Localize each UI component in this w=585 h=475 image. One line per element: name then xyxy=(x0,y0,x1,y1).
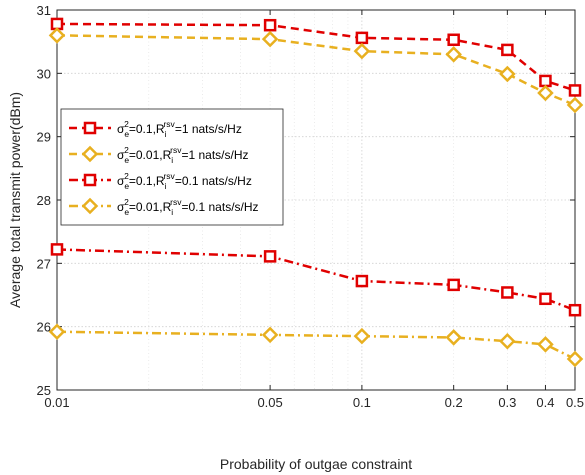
data-point-diamond xyxy=(537,84,554,102)
y-tick-label: 26 xyxy=(37,320,51,335)
data-point-diamond xyxy=(48,27,66,44)
x-tick-label: 0.4 xyxy=(536,395,554,410)
legend-label-part: e xyxy=(124,181,129,191)
x-tick-label: 0.1 xyxy=(353,395,371,410)
data-point-diamond xyxy=(566,96,584,114)
legend-entry: σe2=0.01,Rirsv=0.1 nats/s/Hz xyxy=(69,197,259,217)
legend-label-part: 2 xyxy=(124,197,129,207)
data-point-square xyxy=(447,278,460,292)
legend-label: σe2=0.01,Rirsv=1 nats/s/Hz xyxy=(117,145,249,165)
series-layer xyxy=(48,17,584,368)
y-tick-label: 25 xyxy=(37,383,51,398)
data-point-diamond xyxy=(261,326,279,344)
legend-entry: σe2=0.1,Rirsv=0.1 nats/s/Hz xyxy=(69,171,252,191)
legend-label: σe2=0.1,Rirsv=1 nats/s/Hz xyxy=(117,119,242,139)
x-tick-label: 0.05 xyxy=(257,395,282,410)
series-1 xyxy=(50,17,582,97)
data-point-diamond xyxy=(81,145,99,163)
legend-label-part: =1 nats/s/Hz xyxy=(175,122,242,136)
data-point-square xyxy=(355,274,369,288)
legend: σe2=0.1,Rirsv=1 nats/s/Hzσe2=0.01,Rirsv=… xyxy=(60,108,284,226)
data-point-square xyxy=(501,43,514,57)
data-point-diamond xyxy=(48,323,66,341)
y-tick-label: 28 xyxy=(37,193,51,208)
y-tick-label: 27 xyxy=(37,256,51,271)
data-point-square xyxy=(83,173,97,187)
legend-label-part: rsv xyxy=(170,145,182,155)
data-point-diamond xyxy=(445,46,462,63)
data-point-square xyxy=(447,33,460,47)
data-point-square xyxy=(568,84,582,97)
legend-label-part: 2 xyxy=(124,171,129,181)
y-tick-label: 29 xyxy=(37,130,51,145)
data-point-diamond xyxy=(353,327,371,345)
legend-label: σe2=0.1,Rirsv=0.1 nats/s/Hz xyxy=(117,171,252,191)
legend-label-part: rsv xyxy=(170,197,182,207)
data-point-square xyxy=(568,303,582,317)
legend-label-part: =0.01,R xyxy=(129,148,172,162)
legend-entry: σe2=0.1,Rirsv=1 nats/s/Hz xyxy=(69,119,242,139)
legend-label-part: =0.01,R xyxy=(129,200,172,214)
data-point-square xyxy=(501,286,514,299)
legend-label-part: =0.1 nats/s/Hz xyxy=(181,200,258,214)
data-point-square xyxy=(355,31,369,45)
legend-label-part: i xyxy=(165,181,167,191)
legend-label-part: i xyxy=(171,207,173,217)
x-tick-label: 0.5 xyxy=(566,395,584,410)
data-point-square xyxy=(263,18,277,32)
legend-label-part: e xyxy=(124,129,129,139)
legend-label-part: 2 xyxy=(124,145,129,155)
data-point-square xyxy=(263,250,277,263)
series-3 xyxy=(50,243,582,317)
legend-label-part: σ xyxy=(117,148,125,162)
legend-label-part: rsv xyxy=(163,119,175,129)
data-point-square xyxy=(50,243,64,256)
y-tick-label: 30 xyxy=(37,66,51,81)
legend-entry: σe2=0.01,Rirsv=1 nats/s/Hz xyxy=(69,145,249,165)
data-point-diamond xyxy=(537,336,554,353)
y-axis-label: Average total transmit power(dBm) xyxy=(7,92,23,308)
data-point-diamond xyxy=(353,42,371,60)
data-point-square xyxy=(83,121,97,135)
y-tick-label: 31 xyxy=(37,3,51,18)
data-point-diamond xyxy=(499,332,516,350)
legend-label-part: e xyxy=(124,155,129,165)
legend-label-part: e xyxy=(124,207,129,217)
data-point-diamond xyxy=(81,197,99,215)
axes: 0.01 0.05 0.1 0.2 0.3 0.4 0.5 25 26 27 28 29 30 31 xyxy=(37,3,585,410)
legend-label-part: =1 nats/s/Hz xyxy=(181,148,248,162)
x-tick-label: 0.3 xyxy=(498,395,516,410)
data-point-diamond xyxy=(566,350,584,368)
legend-label: σe2=0.01,Rirsv=0.1 nats/s/Hz xyxy=(117,197,259,217)
data-point-square xyxy=(539,292,552,306)
legend-label-part: =0.1,R xyxy=(129,174,165,188)
legend-label-part: rsv xyxy=(163,171,175,181)
data-point-diamond xyxy=(261,30,279,48)
legend-label-part: i xyxy=(165,129,167,139)
legend-label-part: σ xyxy=(117,200,125,214)
legend-label-part: 2 xyxy=(124,119,129,129)
series-2 xyxy=(48,27,584,114)
legend-label-part: σ xyxy=(117,174,125,188)
series-4 xyxy=(48,323,584,368)
data-point-diamond xyxy=(499,65,516,83)
x-axis-label: Probability of outgae constraint xyxy=(220,456,412,472)
legend-label-part: i xyxy=(171,155,173,165)
legend-label-part: =0.1,R xyxy=(129,122,165,136)
x-tick-label: 0.2 xyxy=(445,395,463,410)
x-tick-label: 0.01 xyxy=(44,395,69,410)
data-point-square xyxy=(539,74,552,88)
legend-label-part: =0.1 nats/s/Hz xyxy=(175,174,252,188)
data-point-diamond xyxy=(445,329,462,346)
legend-label-part: σ xyxy=(117,122,125,136)
